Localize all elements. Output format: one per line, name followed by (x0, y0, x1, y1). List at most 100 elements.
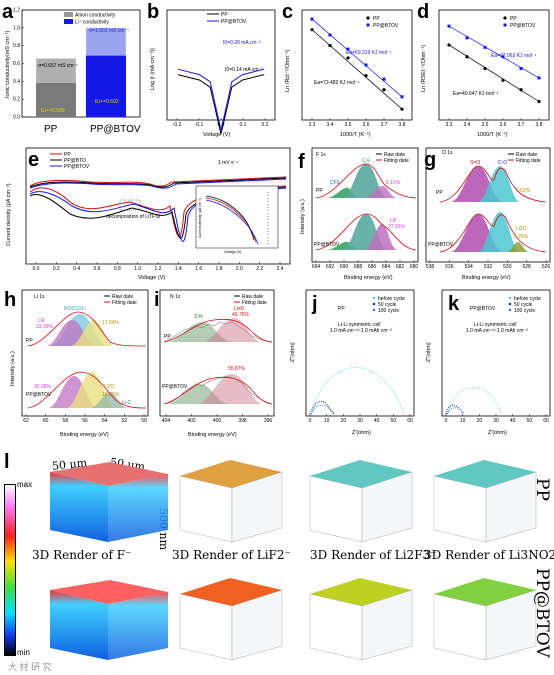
panel-h: h Li 1s Raw date Fitting date ROCO2Li Li… (0, 284, 152, 448)
cell-type: Li-Li symmetric cell (474, 322, 517, 328)
cube-right-face (361, 589, 413, 661)
plot-frame (166, 9, 276, 121)
tli-ppbtov: tLi+=0.692 (95, 99, 119, 105)
legend-50: 50 cycle (378, 302, 397, 308)
fit-top (439, 165, 547, 203)
fit-line-0 (448, 44, 540, 102)
x-tick-label: 3.5 (482, 122, 489, 128)
cube-right-face (485, 589, 537, 661)
panel-label: g (424, 149, 437, 171)
panel-f: f F 1s Raw date Fitting date CF3 C-F 8.1… (296, 142, 420, 282)
point-pp (537, 99, 541, 104)
x-tick-label: 60 (43, 418, 49, 424)
x-ticks: 3.3 3.4 3.5 3.6 3.7 3.8 (446, 118, 543, 128)
x-ticks: 3.3 3.4 3.5 3.6 3.7 3.8 (309, 118, 406, 128)
sample-ppbtov: PP@BTOV (26, 392, 52, 398)
cube-right-face (231, 589, 283, 661)
inset-x-label: Voltage (V) (224, 250, 241, 254)
peak-label-li2o: Li2O (104, 384, 115, 390)
sample-pp: PP (26, 338, 33, 344)
series-pp-curve (177, 74, 265, 135)
x-tick-label: 60 (543, 418, 549, 424)
y-axis-label: Ionic conductivity(mS cm⁻¹) (5, 30, 11, 98)
y-tick-label: 1.2 (13, 8, 20, 14)
bar-li-1 (86, 55, 126, 117)
x-tick-label: 0.6 (94, 266, 101, 272)
legend-swatch-ppbtov (503, 23, 507, 27)
xps-li1s-chart: Li 1s Raw date Fitting date ROCO2Li LiF … (10, 289, 149, 438)
x-tick-label: 682 (396, 264, 405, 270)
x-ticks: 538 536 534 532 530 528 526 (426, 260, 550, 270)
peak-co-bottom (478, 212, 520, 252)
annotation-ea-pp: Ea=40.647 KJ mol⁻¹ (453, 91, 499, 97)
cube-top (50, 462, 168, 486)
peak-lif-bottom (364, 224, 398, 250)
axis-ticks: 0 10 20 30 40 50 60 (445, 414, 549, 424)
point-pp (310, 28, 314, 32)
peak-label-lif: LiF (390, 218, 397, 224)
legend-ppbto: PP@BTO (64, 158, 86, 164)
sample-ppbtov: PP@BTOV (162, 384, 188, 390)
y-axis-label: -Z''(ohm) (290, 342, 296, 364)
sigma-ppbtov: σ=1.001 mS cm⁻¹ (89, 28, 129, 34)
panel-label: b (147, 1, 160, 23)
point-pp (346, 56, 350, 60)
legend-fit: Fitting date (112, 300, 137, 306)
legend-swatch-pp (503, 16, 507, 20)
panel-j: j PP before cycle 50 cycle 100 cycle Li-… (278, 284, 418, 448)
legend-50: 50 cycle (514, 302, 533, 308)
x-ticks: 0.0 0.2 0.4 0.6 0.8 1.0 1.2 1.4 1.6 1.8 2.0 2.2 2.4 (33, 262, 284, 272)
panel-label: e (28, 149, 40, 171)
plot-frame (301, 9, 413, 121)
legend-raw: Raw date (112, 294, 133, 300)
x-tick-label: 3.8 (536, 122, 543, 128)
x-tick-label: 30 (493, 418, 499, 424)
x-tick-label: 3.4 (464, 122, 471, 128)
x-ticks: 404 402 400 398 396 (162, 414, 272, 424)
pct-top: 1.62% (516, 188, 531, 194)
y-axis-label: Ln (RSEI⁻¹/Ohm⁻¹) (421, 45, 427, 92)
legend-ppbtov: PP@BTOV (373, 23, 399, 29)
peak-label-cf: C-F (362, 158, 370, 164)
peak-lic-bottom (90, 392, 128, 408)
x-tick-label: 532 (484, 264, 493, 270)
xps-n1s-chart: N 1s Raw date Fitting date S-N LixN 49.7… (159, 289, 275, 438)
x-tick-label: 50 (527, 418, 533, 424)
peak-lixn-bottom (196, 374, 264, 404)
x-tick-label: 688 (354, 264, 363, 270)
point-ppbtov (519, 67, 523, 71)
y-axis-label: Current density (μA cm⁻²) (6, 183, 12, 246)
cube-right-face (108, 474, 168, 542)
tli-pp: tLi+=0.589 (41, 108, 65, 114)
pct-bottom: 5.26% (514, 234, 529, 240)
eis-100 (310, 404, 335, 415)
x-axis-label: Binding energy (eV) (344, 275, 393, 281)
x-tick-label: 3.7 (381, 122, 388, 128)
render-label-li2f3: 3D Render of Li2F3⁻ (310, 548, 437, 562)
point-pp (328, 43, 332, 48)
x-ticks: -0.2 -0.1 0.0 0.1 0.2 (173, 118, 269, 128)
panel-a: a Anion conductivity Li⁺ conductivity 0.… (0, 0, 145, 140)
render-label-f: 3D Render of F⁻ (32, 548, 132, 562)
legend-li: Li⁺ conductivity (75, 20, 110, 26)
x-axis-label: Binding energy (eV) (188, 432, 237, 438)
legend-100: 100 cycle (514, 308, 535, 314)
cube-lif2-pp (179, 460, 283, 543)
arrhenius-rct-chart: PP PP@BTOV Ea=69.319 KJ mol⁻¹ Ea=73.482 … (285, 9, 413, 138)
y-tick-label: 0.8 (13, 43, 20, 49)
x-tick-label: 0.2 (262, 122, 269, 128)
x-tick-label: 3.4 (327, 122, 334, 128)
category-pp: PP (44, 124, 58, 135)
legend-raw: Raw date (242, 294, 263, 300)
row-label-ppbtov: PP@BTOV (532, 568, 552, 658)
fit-bottom (27, 371, 147, 409)
cell-condition: 1.0 mA cm⁻²~1.0 mAh cm⁻² (466, 328, 528, 334)
peak-label-lif: LiF (38, 318, 45, 324)
cube-top (310, 578, 412, 606)
legend-ppbtov: PP@BTOV (221, 19, 247, 25)
panel-c: c PP PP@BTOV Ea=69.319 KJ mol⁻¹ Ea=73.48… (280, 0, 415, 140)
y-axis-label: Ln (Rct⁻¹/Ohm⁻¹) (285, 49, 291, 92)
x-tick-label: 3.3 (446, 122, 453, 128)
x-tick-label: 20 (477, 418, 483, 424)
point-ppbtov (537, 76, 541, 80)
